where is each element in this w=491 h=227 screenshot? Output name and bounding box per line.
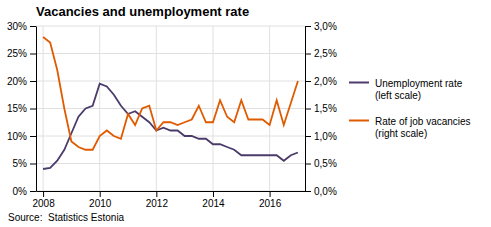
tick-mark [305, 109, 311, 110]
tick-label: 10% [7, 131, 27, 142]
tick: 15% [7, 103, 36, 114]
legend-item: Rate of job vacancies(right scale) [349, 116, 471, 139]
legend-swatch [349, 120, 369, 122]
tick-mark [100, 191, 101, 197]
line [43, 84, 298, 169]
tick: 2008 [32, 191, 55, 209]
tick-mark [30, 54, 36, 55]
tick-mark [305, 26, 311, 27]
tick-label: 2,0% [314, 76, 337, 87]
tick: 0% [13, 186, 36, 197]
title: Vacancies and unemployment rate [36, 4, 249, 19]
tick-mark [30, 191, 36, 192]
tick: 0,0% [305, 186, 337, 197]
x-axis: 2008 2010 2012 2014 2016 [32, 191, 305, 209]
tick: 20% [7, 76, 36, 87]
grid [36, 26, 305, 191]
plot-area [43, 37, 298, 169]
tick-label: 3,0% [314, 21, 337, 32]
tick: 2,0% [305, 76, 337, 87]
tick-mark [213, 191, 214, 197]
tick: 1,0% [305, 131, 337, 142]
chart: 200820102012201420160%5%10%15%20%25%30%0… [0, 0, 491, 227]
tick-mark [270, 191, 271, 197]
legend-item: Unemployment rate(left scale) [349, 78, 463, 101]
legend-swatch [349, 82, 369, 84]
grid-line [36, 136, 305, 137]
tick-label: 2008 [32, 198, 55, 209]
grid-line [36, 108, 305, 109]
tick-mark [156, 191, 157, 197]
tick: 1,5% [305, 103, 337, 114]
line [43, 37, 298, 150]
grid-line [36, 163, 305, 164]
grid-line [36, 191, 305, 192]
tick: 3,0% [305, 21, 337, 32]
y2-axis: 0,0% 0,5% 1,0% 1,5% 2,0% 2,5% 3,0% [305, 21, 337, 197]
tick: 30% [7, 21, 36, 32]
annotation: Source: Statistics Estonia [8, 212, 125, 223]
tick-label: 15% [7, 103, 27, 114]
tick-mark [305, 81, 311, 82]
tick-mark [30, 81, 36, 82]
tick: 2010 [89, 191, 112, 209]
tick-label: 2,5% [314, 48, 337, 59]
tick-label: 1,0% [314, 131, 337, 142]
tick: 2014 [202, 191, 225, 209]
tick-label: 30% [7, 21, 27, 32]
axis-line [36, 27, 37, 192]
tick-label: 0,5% [314, 158, 337, 169]
tick: 2012 [146, 191, 169, 209]
tick-label: 0% [13, 186, 28, 197]
y-axis: 0% 5% 10% 15% 20% 25% 30% [7, 21, 37, 197]
tick-mark [43, 191, 44, 197]
tick-label: 5% [13, 158, 28, 169]
legend-label: Unemployment rate(left scale) [375, 78, 463, 101]
grid-line [36, 53, 305, 54]
axis-line [37, 191, 306, 192]
tick-mark [30, 164, 36, 165]
tick: 5% [13, 158, 36, 169]
tick-mark [305, 136, 311, 137]
legend: Unemployment rate(left scale) Rate of job… [349, 78, 471, 139]
tick: 0,5% [305, 158, 337, 169]
grid-line [36, 81, 305, 82]
grid-line [36, 26, 305, 27]
tick-mark [30, 136, 36, 137]
tick: 25% [7, 48, 36, 59]
tick-label: 20% [7, 76, 27, 87]
tick-label: 2014 [202, 198, 225, 209]
tick-mark [305, 164, 311, 165]
tick-mark [30, 26, 36, 27]
tick-mark [305, 54, 311, 55]
tick-mark [305, 191, 311, 192]
tick-label: 0,0% [314, 186, 337, 197]
tick-label: 2016 [259, 198, 282, 209]
tick: 2,5% [305, 48, 337, 59]
legend-label: Rate of job vacancies(right scale) [375, 116, 471, 139]
tick-mark [30, 109, 36, 110]
tick: 2016 [259, 191, 282, 209]
tick: 10% [7, 131, 36, 142]
tick-label: 1,5% [314, 103, 337, 114]
tick-label: 25% [7, 48, 27, 59]
tick-label: 2010 [89, 198, 112, 209]
tick-label: 2012 [146, 198, 169, 209]
